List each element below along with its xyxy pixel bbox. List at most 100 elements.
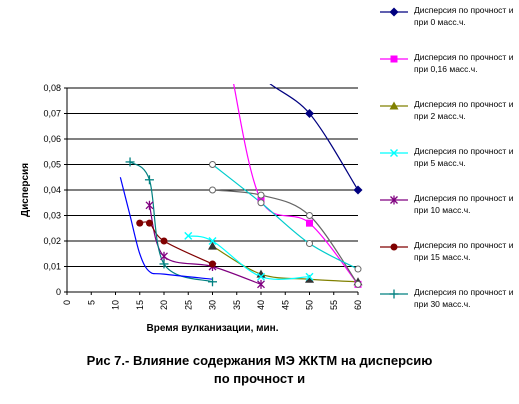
data-point-plus [125,157,135,167]
y-tick-label: 0,06 [43,134,61,144]
legend-item: Дисперсия по прочност и при 30 масс.ч. [380,286,516,328]
figure-caption: Рис 7.- Влияние содержания МЭ ЖКТМ на ди… [0,352,519,388]
series-line-9 [212,164,359,270]
data-point-star [390,195,398,205]
x-tick-label: 45 [280,300,290,310]
data-point-diamond [305,109,314,118]
legend-swatch [380,149,408,157]
data-point-x [208,237,217,245]
data-point-diamond [353,185,363,195]
y-tick-label: 0,05 [43,160,61,170]
data-point-x [305,272,314,281]
data-point-x [184,231,193,240]
data-point-open-circle [209,161,216,168]
legend-item: Дисперсия по прочност и при 15 масс.ч. [380,239,516,281]
data-point-star [145,200,154,210]
data-point-plus [389,289,399,299]
x-axis-title: Время вулканизации, мин. [147,323,279,334]
x-tick-label: 60 [353,300,363,310]
data-point-circle [145,219,153,227]
data-point-plus [159,259,169,269]
data-point-open-circle [354,280,362,288]
series-line-5 [139,221,213,265]
legend-label: Дисперсия по прочност и при 0 масс.ч. [414,5,514,27]
legend-item: Дисперсия по прочност и при 10 масс.ч. [380,192,516,234]
x-tick-label: 15 [135,300,145,310]
data-point-x-stroke [184,231,193,240]
data-point-circle [136,219,144,227]
legend-item: Дисперсия по прочност и при 2 масс.ч. [380,98,516,140]
legend-item: Дисперсия по прочност и при 0 масс.ч. [380,4,516,46]
series-line-8 [212,189,359,285]
x-tick-label: 40 [256,300,266,310]
legend-swatch [380,7,408,17]
x-tick-label: 50 [305,300,315,310]
data-point-circle [390,243,398,251]
data-point-x-stroke [390,149,398,157]
data-point-triangle [256,269,266,278]
x-tick-label: 30 [208,300,218,310]
series-line-0 [269,84,359,191]
data-point-triangle [305,274,314,283]
legend: Дисперсия по прочност и при 0 масс.ч. Дис… [380,4,516,333]
data-point-open-circle [209,186,216,194]
data-point-star [257,279,265,289]
series-line-7 [119,177,213,280]
legend-swatch [380,101,408,110]
x-tick-label: 25 [183,300,193,310]
x-tick-label: 55 [329,300,339,310]
data-point-x [257,272,265,281]
legend-label: Дисперсия по прочност и при 15 масс.ч. [414,240,514,262]
series-line-1 [233,84,359,285]
data-point-x-stroke [305,272,314,281]
x-tick-label: 0 [62,300,72,305]
series-lines [119,84,359,285]
legend-item: Дисперсия по прочност и при 5 масс.ч. [380,145,516,187]
data-point-triangle [208,241,217,250]
y-tick-label: 0,08 [43,83,61,93]
data-point-plus [208,277,217,287]
y-tick-label: 0,07 [43,109,61,119]
data-point-triangle [389,101,399,110]
series-line-2 [212,245,359,283]
legend-item: Дисперсия по прочност и при 0,16 масс.ч. [380,51,516,93]
x-tick-label: 20 [159,300,169,310]
data-point-x [390,149,398,157]
legend-swatch [380,55,408,63]
legend-label: Дисперсия по прочност и при 2 масс.ч. [414,99,514,121]
data-point-circle [209,260,216,268]
data-point-star [160,251,168,261]
legend-swatch [380,195,408,205]
legend-swatch [380,243,408,251]
series-line-6 [129,161,213,283]
axes [64,87,359,295]
data-point-open-circle [306,212,313,219]
data-point-plus [144,175,154,185]
y-axis-title: Дисперсия [20,163,31,217]
legend-label: Дисперсия по прочност и при 0,16 масс.ч. [414,52,514,74]
data-point-x-stroke [257,272,265,281]
data-point-x-stroke [208,237,217,245]
caption-line-2: по прочност и [213,371,306,386]
series-line-4 [148,205,262,285]
data-point-circle [160,237,168,245]
y-tick-label: 0,01 [43,262,61,272]
axis-labels: 0 0,01 0,02 0,03 0,04 0,05 0,06 0,07 0,08 0 5 10 15 2… [20,83,363,334]
data-point-open-circle [257,199,265,207]
y-tick-label: 0,02 [43,236,61,246]
x-tick-label: 10 [111,300,121,310]
data-point-open-circle [257,191,265,199]
series-line-3 [188,235,310,280]
y-tick-label: 0 [56,287,61,297]
y-tick-label: 0,04 [43,185,61,195]
legend-label: Дисперсия по прочност и при 30 масс.ч. [414,287,514,309]
data-point-diamond [389,7,399,17]
data-point-open-circle [306,240,313,248]
legend-label: Дисперсия по прочност и при 10 масс.ч. [414,193,514,215]
x-tick-label: 5 [86,300,96,305]
caption-line-1: Рис 7.- Влияние содержания МЭ ЖКТМ на ди… [86,353,433,368]
x-tick-label: 35 [232,300,242,310]
y-tick-label: 0,03 [43,211,61,221]
